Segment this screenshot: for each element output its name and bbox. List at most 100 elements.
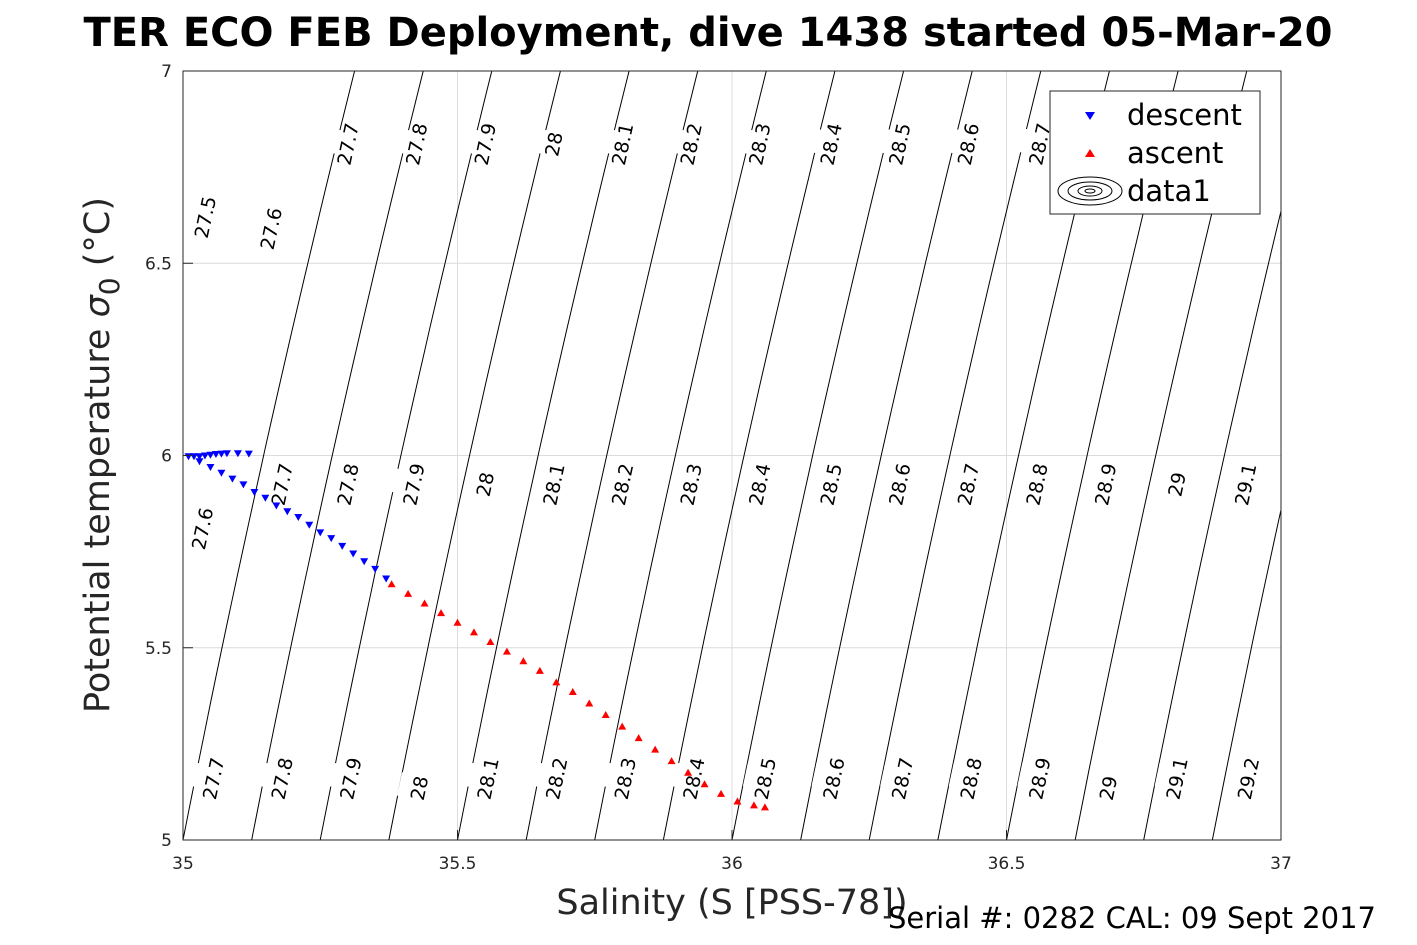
y-tick-label: 6.5 — [145, 254, 172, 274]
contour-label-bg — [1086, 772, 1131, 804]
contour-label-bg — [1014, 468, 1059, 501]
contour-label-bg — [948, 762, 993, 795]
contour-label-bg — [182, 201, 228, 234]
contour-label: 28 — [473, 470, 500, 498]
x-tick-label: 35 — [172, 854, 194, 874]
contour-label-bg — [668, 128, 713, 160]
legend-ascent-marker — [1085, 149, 1095, 157]
descent-point — [305, 521, 314, 529]
descent-point — [349, 550, 358, 558]
contour-label-bg — [180, 512, 225, 545]
ascent-point — [585, 699, 594, 707]
ascent-point — [437, 609, 446, 617]
descent-point — [217, 469, 226, 477]
isopycnal-line — [1211, 507, 1281, 840]
ascent-point — [634, 734, 643, 742]
ascent-point — [552, 678, 561, 686]
contour-label-bg — [1154, 762, 1199, 795]
y-axis-label-text: Potential temperature — [78, 317, 118, 713]
ascent-point — [469, 628, 478, 636]
isopycnal-line — [1143, 208, 1281, 840]
contour-label-bg — [394, 128, 439, 160]
descent-point — [195, 458, 204, 466]
y-axis-label-unit: (°C) — [78, 197, 118, 277]
chart-title: TER ECO FEB Deployment, dive 1438 starte… — [83, 10, 1332, 56]
legend-box — [1049, 90, 1261, 215]
contour-label: 28 — [407, 774, 434, 802]
contour-label-bg — [465, 762, 510, 795]
descent-point — [272, 502, 281, 510]
descent-point — [200, 452, 209, 460]
x-tick-label: 36 — [721, 854, 743, 874]
ascent-point — [568, 687, 577, 695]
isopycnal-line — [1407, 448, 1417, 897]
legend: descent ascent data1 — [1049, 90, 1261, 215]
ascent-point — [535, 666, 544, 674]
descent-point — [222, 450, 231, 458]
descent-point — [371, 565, 380, 573]
ascent-point — [486, 637, 495, 645]
descent-point — [211, 450, 220, 458]
x-axis: 35 35.5 36 36.5 37 — [172, 830, 1292, 874]
contour-label-bg — [531, 128, 576, 160]
x-tick-label: 35.5 — [439, 854, 477, 874]
contour-label-bg — [737, 468, 782, 501]
legend-ascent-label: ascent — [1127, 136, 1223, 170]
ascent-point — [519, 657, 528, 665]
descent-point — [338, 542, 347, 550]
y-tick-label: 7 — [161, 62, 172, 82]
x-tick-label: 36.5 — [988, 854, 1026, 874]
descent-point — [327, 535, 336, 543]
ascent-point — [700, 780, 709, 788]
contour-label-bg — [534, 762, 579, 795]
legend-descent-label: descent — [1127, 98, 1242, 132]
descent-point — [261, 494, 270, 502]
y-tick-label: 5.5 — [145, 639, 172, 659]
ascent-point — [404, 589, 413, 597]
contour-label-bg — [397, 772, 442, 804]
contour-label-bg — [191, 762, 236, 795]
descent-point — [250, 489, 259, 497]
contour-label-bg — [248, 212, 293, 245]
calibration-footer: Serial #: 0282 CAL: 09 Sept 2017 — [888, 901, 1376, 935]
contour-label: 29 — [1164, 470, 1191, 498]
contour-label-bg — [946, 468, 991, 501]
descent-point — [382, 575, 391, 583]
x-tick-label: 37 — [1270, 854, 1292, 874]
descent-point — [294, 514, 303, 522]
contour-label-bg — [877, 468, 922, 501]
descent-point — [316, 529, 325, 537]
legend-descent-marker — [1085, 112, 1095, 120]
descent-point — [228, 475, 237, 483]
contour-label-bg — [600, 468, 645, 501]
isopycnal-line — [1336, 154, 1417, 910]
legend-data1-label: data1 — [1127, 174, 1211, 208]
contour-label-bg — [811, 762, 856, 795]
ascent-point — [717, 789, 726, 797]
ascent-series — [387, 580, 769, 811]
isopycnal-line — [1280, 837, 1281, 840]
ascent-point — [684, 768, 693, 776]
descent-point — [206, 451, 215, 459]
contour-label-bg — [1226, 762, 1271, 795]
descent-point — [244, 450, 253, 458]
contour-label-bg — [325, 468, 370, 501]
contour-label-bg — [602, 762, 648, 795]
contour-label: 29 — [1096, 774, 1123, 802]
contour-label-bg — [259, 762, 304, 795]
descent-point — [283, 508, 292, 516]
y-tick-label: 6 — [161, 447, 172, 467]
ascent-point — [387, 580, 396, 588]
y-axis-label-subscript: 0 — [93, 277, 126, 295]
x-axis-label: Salinity (S [PSS-78]) — [556, 883, 907, 923]
contour-label: 28 — [541, 130, 568, 158]
contour-label-bg — [462, 128, 508, 160]
y-axis: 5 5.5 6 6.5 7 — [145, 62, 193, 851]
contour-label-bg — [325, 128, 370, 160]
contour-label-bg — [259, 468, 304, 501]
contour-label-bg — [737, 128, 782, 160]
contour-label-bg — [328, 762, 373, 795]
ascent-point — [420, 599, 429, 607]
contour-label-bg — [600, 128, 645, 160]
